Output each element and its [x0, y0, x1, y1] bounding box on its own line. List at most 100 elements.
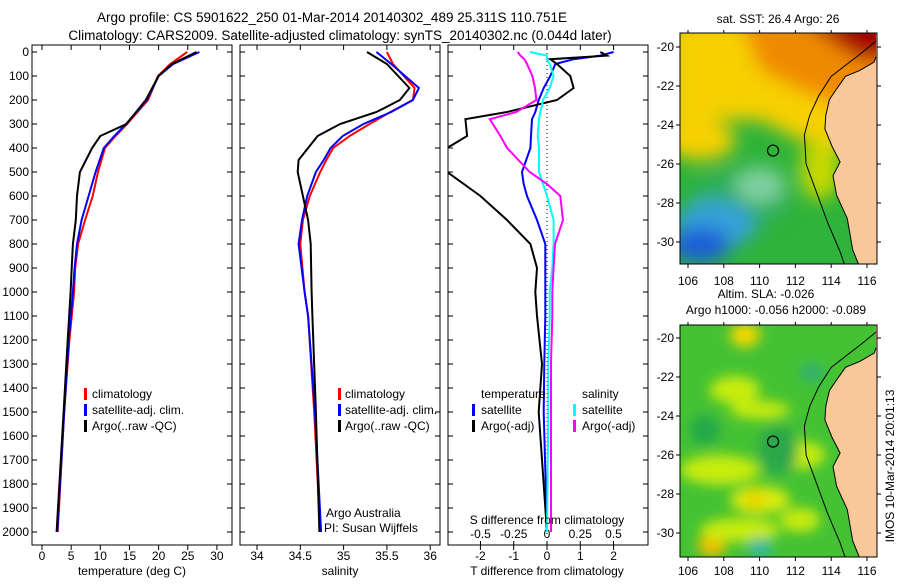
lon-tick-label: 108 [714, 564, 734, 578]
legend-swatch-s-satellite [573, 404, 576, 416]
shelf-contour [803, 331, 877, 557]
coastline [824, 347, 877, 557]
credit-pi: PI: Susan Wijffels [324, 521, 418, 535]
x-tick-label: 30 [210, 549, 224, 563]
legend-swatch-satellite [338, 404, 341, 416]
lat-tick-label: -28 [657, 487, 675, 501]
difference-legend: temperature satellite Argo(-adj) salinit… [472, 387, 635, 433]
plot-frame [239, 44, 441, 546]
lat-tick-label: -22 [657, 79, 675, 93]
x-tick-label: 0 [39, 549, 46, 563]
y-tick-label: 1700 [2, 453, 29, 467]
legend-label: satellite [582, 403, 623, 417]
series-line-salinity-satellite [529, 51, 555, 533]
lon-tick-label: 114 [822, 564, 841, 578]
x-tick-label: 5 [68, 549, 75, 563]
lat-tick-label: -22 [657, 370, 675, 384]
y-tick-label: 500 [9, 165, 29, 179]
x2-tick-label: -0.25 [500, 527, 528, 541]
series-line-temperature-argo-adj- [448, 51, 611, 533]
y-tick-label: 0 [22, 45, 29, 59]
x-tick-label: 20 [152, 549, 166, 563]
salinity-panel: 34 34.5 35 35.5 36 salinity [239, 44, 441, 578]
map-axes: 106 108 110 112 114 116 -20 -22 -24 -26 -28 -30 106 1… [657, 30, 881, 578]
lon-tick-label: 110 [750, 564, 769, 578]
y-tick-label: 1500 [2, 405, 29, 419]
series-line-salinity-argo-adj- [488, 51, 565, 532]
legend-swatch-argo [84, 420, 87, 432]
series-line-climatology [56, 51, 188, 533]
timestamp: IMOS 10-Mar-2014 20:01:13 [883, 389, 897, 542]
x-tick-label: 15 [123, 549, 137, 563]
y-tick-label: 700 [9, 213, 29, 227]
legend-label: climatology [92, 387, 152, 401]
y-tick-label: 1400 [2, 381, 29, 395]
legend-swatch-t-satellite [472, 404, 475, 416]
legend-label: Argo(..raw -QC) [345, 419, 430, 433]
profile-location-marker [766, 144, 780, 157]
x2-tick-label: 0 [544, 527, 551, 541]
y-tick-label: 400 [9, 141, 29, 155]
y-tick-label: 600 [9, 189, 29, 203]
temperature-legend: climatology satellite-adj. clim. Argo(..… [84, 387, 184, 433]
y-tick-label: 900 [9, 261, 29, 275]
land-mass [824, 325, 877, 557]
lat-tick-label: -24 [657, 118, 675, 132]
sla-map-title-1: Altim. SLA: -0.026 [718, 287, 815, 301]
lat-tick-label: -20 [657, 40, 675, 54]
plot-frame [447, 44, 649, 546]
lat-tick-label: -20 [657, 331, 675, 345]
series-line-argo-raw-qc- [296, 51, 411, 533]
legend-label: Argo(-adj) [481, 419, 534, 433]
y-tick-label: 1800 [2, 477, 29, 491]
salinity-legend: climatology satellite-adj. clim. Argo(..… [324, 387, 437, 535]
shelf-contour [803, 40, 877, 264]
x-tick-label: 35.5 [375, 549, 399, 563]
lon-tick-label: 106 [678, 564, 698, 578]
x-tick-label: 35 [337, 549, 351, 563]
x-tick-label: 34.5 [289, 549, 313, 563]
lon-tick-label: 116 [857, 274, 876, 288]
x2-axis-label: S difference from climatology [470, 513, 625, 527]
legend-label: satellite-adj. clim. [345, 403, 437, 417]
legend-label: satellite-adj. clim. [92, 403, 184, 417]
x-tick-label: -1 [508, 549, 519, 563]
y-tick-label: 1200 [2, 333, 29, 347]
y-tick-label: 1600 [2, 429, 29, 443]
legend-label: climatology [345, 387, 405, 401]
x-tick-label: 34 [250, 549, 264, 563]
legend-label: satellite [481, 403, 522, 417]
temperature-panel: 0100200300400500600700800900100011001200… [2, 44, 233, 578]
x-tick-label: -2 [475, 549, 486, 563]
lat-tick-label: -24 [657, 409, 675, 423]
x-tick-label: 0 [544, 549, 551, 563]
land-mass [824, 33, 877, 264]
legend-swatch-climatology [338, 388, 341, 400]
lon-tick-label: 114 [822, 274, 841, 288]
legend-swatch-t-argo [472, 420, 475, 432]
lat-tick-label: -30 [657, 235, 675, 249]
x-tick-label: 36 [424, 549, 438, 563]
lat-tick-label: -30 [657, 526, 675, 540]
y-tick-label: 1900 [2, 501, 29, 515]
lat-tick-label: -26 [657, 157, 675, 171]
x-axis-label: T difference from climatology [470, 564, 624, 578]
legend-swatch-satellite [84, 404, 87, 416]
y-tick-label: 800 [9, 237, 29, 251]
legend-swatch-s-argo [573, 420, 576, 432]
plot-frame [31, 44, 233, 546]
sla-map-title-2: Argo h1000: -0.056 h2000: -0.089 [686, 303, 866, 317]
lon-tick-label: 112 [786, 564, 805, 578]
y-tick-label: 2000 [2, 525, 29, 539]
lon-tick-label: 110 [750, 274, 769, 288]
series-line-temperature-satellite [520, 51, 614, 533]
coastline [824, 56, 877, 264]
lon-tick-label: 112 [786, 274, 805, 288]
legend-label: Argo(-adj) [582, 419, 635, 433]
legend-label: Argo(..raw -QC) [92, 419, 177, 433]
x2-tick-label: 0.25 [569, 527, 593, 541]
y-tick-label: 1300 [2, 357, 29, 371]
x2-tick-label: 0.5 [605, 527, 622, 541]
lat-tick-label: -28 [657, 196, 675, 210]
